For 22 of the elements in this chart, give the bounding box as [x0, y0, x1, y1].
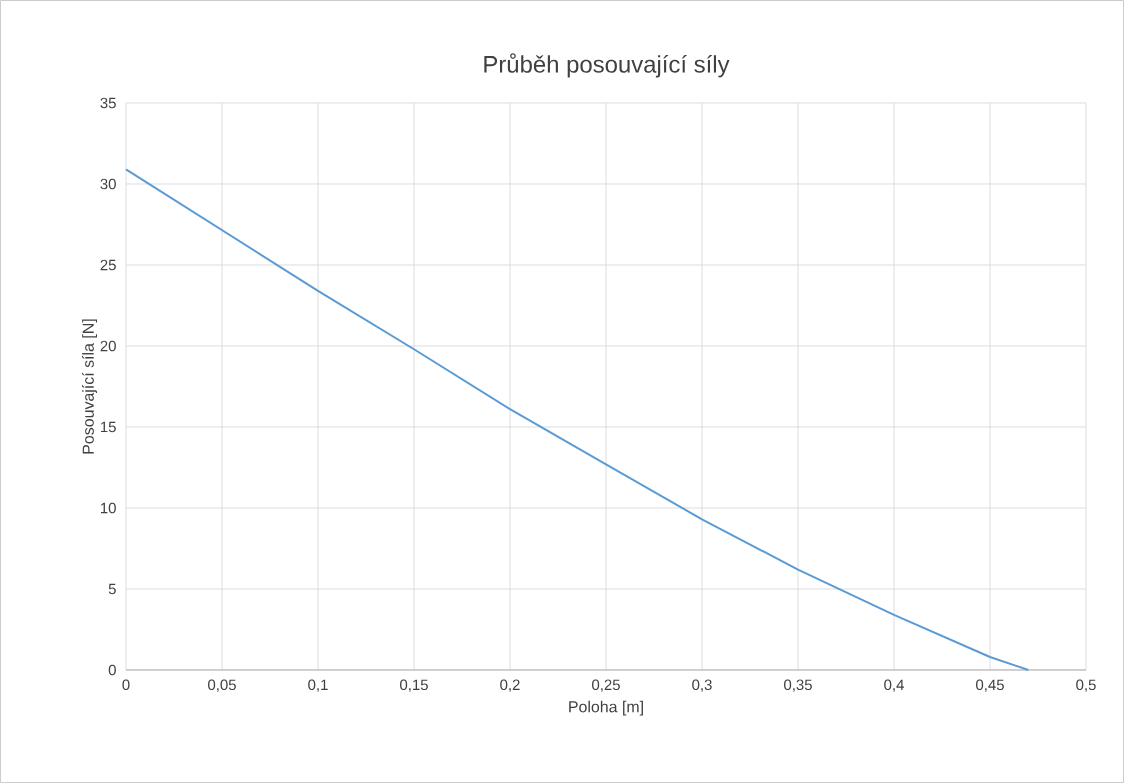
x-tick-label: 0,45 [976, 679, 1004, 692]
x-tick-label: 0,4 [884, 679, 904, 692]
y-tick-label: 35 [100, 97, 116, 109]
y-tick-label: 25 [100, 259, 116, 271]
x-tick-label: 0,5 [1076, 679, 1096, 692]
x-tick-label: 0,3 [692, 679, 712, 692]
x-tick-label: 0,35 [784, 679, 812, 692]
chart-title: Průběh posouvající síly [484, 53, 730, 78]
y-tick-label: 10 [101, 502, 116, 514]
y-tick-label: 0 [108, 664, 116, 676]
y-tick-label: 15 [101, 421, 116, 433]
y-tick-label: 20 [100, 340, 116, 352]
y-axis-title: Posouvající síla [N] [81, 319, 98, 454]
y-tick-label: 5 [108, 583, 116, 595]
x-tick-label: 0,25 [592, 679, 620, 692]
y-tick-label: 30 [100, 178, 116, 190]
x-tick-label: 0,05 [208, 679, 236, 692]
x-tick-label: 0 [122, 679, 130, 691]
x-tick-label: 0,15 [400, 679, 428, 692]
x-tick-label: 0,1 [308, 679, 328, 692]
x-axis-title: Poloha [m] [569, 700, 643, 716]
x-tick-label: 0,2 [500, 679, 520, 692]
